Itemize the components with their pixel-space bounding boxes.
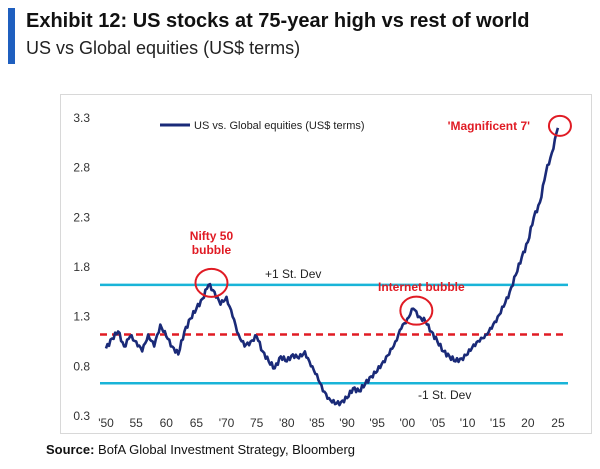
y-tick-label: 1.3 (73, 310, 90, 324)
reference-lines: +1 St. Dev -1 St. Dev (100, 267, 568, 402)
x-tick-label: 20 (521, 416, 535, 430)
x-tick-label: '95 (369, 416, 385, 430)
x-tick-label: 25 (551, 416, 565, 430)
x-tick-label: '80 (279, 416, 295, 430)
x-tick-label: '15 (490, 416, 506, 430)
x-tick-label: '90 (339, 416, 355, 430)
x-tick-label: 60 (160, 416, 174, 430)
nifty-50-label-line2: bubble (192, 243, 232, 257)
x-tick-label: '85 (309, 416, 325, 430)
title-accent-bar (8, 8, 15, 64)
x-tick-label: 65 (190, 416, 204, 430)
y-tick-label: 2.3 (73, 210, 90, 224)
x-tick-label: 75 (250, 416, 264, 430)
internet-bubble-label: Internet bubble (378, 280, 465, 294)
source-label: Source: (46, 442, 95, 457)
exhibit-title: Exhibit 12: US stocks at 75-year high vs… (26, 10, 530, 32)
nifty-50-circle (194, 267, 229, 298)
exhibit-subtitle: US vs Global equities (US$ terms) (26, 38, 301, 58)
x-tick-label: '70 (219, 416, 235, 430)
chart-frame (60, 94, 592, 434)
x-tick-label: '10 (460, 416, 476, 430)
minus-1-std-dev-label: -1 St. Dev (418, 388, 471, 402)
y-tick-label: 2.8 (73, 161, 90, 175)
y-tick-label: 0.8 (73, 359, 90, 373)
x-axis: '50 55 60 65 '70 75 '80 '85 '90 '95 '00 '05 '10 '15 20… (98, 416, 565, 430)
internet-bubble-circle (399, 295, 434, 326)
series-layer (104, 127, 560, 407)
source-note: Source: BofA Global Investment Strategy,… (46, 442, 355, 457)
y-tick-label: 1.8 (73, 260, 90, 274)
source-text: BofA Global Investment Strategy, Bloombe… (98, 442, 356, 457)
y-tick-label: 0.3 (73, 409, 90, 423)
magnificent-7-label: 'Magnificent 7' (448, 119, 531, 133)
nifty-50-label: Nifty 50 (190, 229, 234, 243)
y-axis: 0.3 0.8 1.3 1.8 2.3 2.8 3.3 (73, 111, 90, 423)
x-tick-label: '00 (399, 416, 415, 430)
x-tick-label: '50 (98, 416, 114, 430)
x-tick-label: 55 (129, 416, 143, 430)
legend-label: US vs. Global equities (US$ terms) (194, 120, 365, 132)
y-tick-label: 3.3 (73, 111, 90, 125)
series-line-us-vs-global (104, 127, 560, 407)
magnificent-7-circle (547, 114, 572, 137)
legend: US vs. Global equities (US$ terms) (160, 120, 365, 132)
plus-1-std-dev-label: +1 St. Dev (265, 267, 321, 281)
x-tick-label: '05 (430, 416, 446, 430)
